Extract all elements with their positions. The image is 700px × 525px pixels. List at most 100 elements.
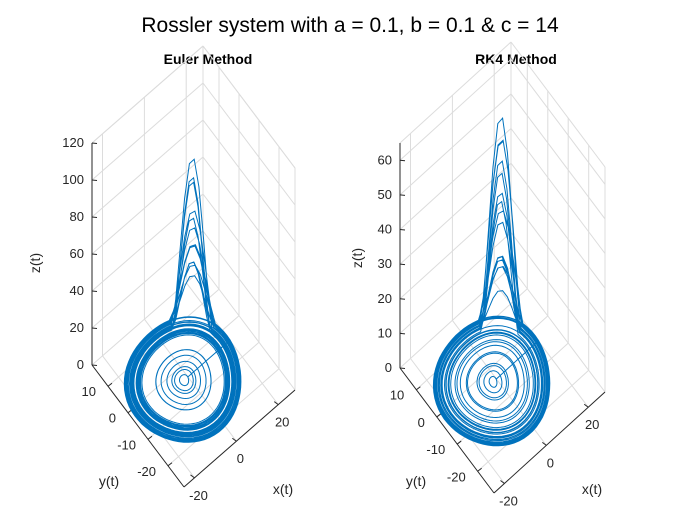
- y-tick-label: -20: [447, 469, 466, 484]
- grid-line: [399, 128, 512, 230]
- grid-line: [202, 230, 296, 354]
- rk4-zlabel: z(t): [349, 248, 365, 268]
- euler-axes: Euler Method 020406080100120-20-10010-20…: [27, 45, 296, 503]
- grid-line: [510, 93, 606, 220]
- z-tick-label: 0: [77, 357, 84, 372]
- grid-line: [399, 93, 512, 196]
- x-tick-mark: [273, 401, 279, 406]
- grid-line: [510, 232, 606, 358]
- y-tick-label: -10: [117, 437, 136, 452]
- x-tick-label: 20: [275, 415, 289, 430]
- grid-line: [202, 156, 296, 280]
- z-tick-mark: [91, 290, 98, 292]
- z-tick-mark: [91, 253, 98, 255]
- z-tick-label: 50: [378, 187, 392, 202]
- z-tick-mark: [91, 364, 98, 366]
- rk4-ylabel: y(t): [406, 473, 426, 489]
- euler-trajectory: [123, 158, 242, 443]
- grid-line: [91, 193, 204, 292]
- y-tick-mark: [107, 382, 113, 387]
- rk4-title: RK4 Method: [475, 51, 557, 67]
- rk4-grid: [399, 41, 606, 484]
- z-tick-mark: [399, 263, 406, 266]
- rk4-axes: RK4 Method 0102030405060-20-10010-20020 …: [349, 41, 606, 509]
- z-tick-mark: [91, 142, 98, 144]
- y-tick-label: 10: [390, 388, 404, 403]
- x-tick-label: 20: [585, 417, 599, 432]
- y-tick-mark: [477, 467, 482, 472]
- x-tick-mark: [583, 403, 589, 408]
- z-tick-mark: [399, 159, 406, 162]
- y-tick-label: 0: [109, 411, 116, 426]
- euler-ylabel: y(t): [99, 473, 119, 489]
- x-tick-label: -20: [499, 494, 518, 509]
- z-tick-label: 120: [62, 135, 84, 150]
- grid-line: [510, 197, 606, 324]
- rk4-xlabel: x(t): [582, 481, 602, 497]
- y-tick-mark: [416, 386, 421, 391]
- z-tick-label: 100: [62, 172, 84, 187]
- z-tick-label: 20: [378, 291, 392, 306]
- box-edge: [510, 41, 606, 168]
- grid-line: [510, 128, 606, 254]
- box-edge: [399, 41, 512, 144]
- grid-line: [510, 162, 606, 289]
- z-tick-mark: [399, 194, 406, 196]
- grid-line: [202, 193, 296, 317]
- grid-line: [202, 267, 296, 391]
- x-tick-label: 0: [547, 455, 554, 470]
- box-edge: [91, 45, 204, 144]
- y-axis-line: [399, 367, 495, 494]
- box-edge: [202, 45, 296, 169]
- y-tick-mark: [167, 462, 173, 467]
- z-tick-mark: [399, 298, 406, 300]
- grid-line: [399, 58, 512, 161]
- y-axis-line: [91, 364, 185, 488]
- euler-xlabel: x(t): [273, 481, 293, 497]
- y-tick-label: 0: [418, 415, 425, 430]
- grid-line: [91, 267, 204, 366]
- x-tick-mark: [500, 480, 505, 484]
- x-axis-line: [493, 391, 606, 494]
- y-tick-label: -10: [426, 442, 445, 457]
- z-tick-label: 30: [378, 256, 392, 271]
- z-tick-label: 40: [70, 283, 84, 298]
- x-tick-mark: [542, 441, 547, 446]
- z-tick-label: 10: [378, 325, 392, 340]
- grid-line: [91, 156, 204, 255]
- z-tick-mark: [399, 332, 406, 335]
- y-tick-mark: [436, 413, 442, 418]
- x-tick-label: -20: [189, 488, 208, 503]
- z-tick-mark: [399, 229, 406, 231]
- z-tick-label: 60: [70, 246, 84, 261]
- y-tick-mark: [456, 440, 462, 445]
- z-tick-mark: [399, 367, 406, 369]
- z-tick-mark: [91, 179, 98, 181]
- grid-line: [510, 266, 606, 393]
- rk4-trajectory: [432, 116, 551, 447]
- figure-suptitle: Rossler system with a = 0.1, b = 0.1 & c…: [141, 14, 559, 37]
- grid-line: [510, 58, 606, 185]
- grid-line: [91, 119, 204, 218]
- x-axis-line: [183, 389, 296, 488]
- grid-line: [202, 82, 296, 206]
- z-tick-label: 0: [385, 360, 392, 375]
- z-tick-mark: [91, 216, 98, 218]
- x-tick-label: 0: [237, 451, 244, 466]
- y-tick-label: 10: [82, 384, 96, 399]
- grid-line: [202, 119, 296, 243]
- z-tick-mark: [91, 327, 98, 329]
- z-tick-label: 80: [70, 209, 84, 224]
- y-tick-mark: [147, 435, 153, 440]
- z-tick-label: 20: [70, 320, 84, 335]
- x-tick-mark: [232, 437, 237, 442]
- euler-zlabel: z(t): [27, 253, 43, 273]
- z-tick-label: 40: [378, 222, 392, 237]
- x-tick-mark: [190, 474, 195, 479]
- z-tick-label: 60: [378, 152, 392, 167]
- y-tick-label: -20: [137, 464, 156, 479]
